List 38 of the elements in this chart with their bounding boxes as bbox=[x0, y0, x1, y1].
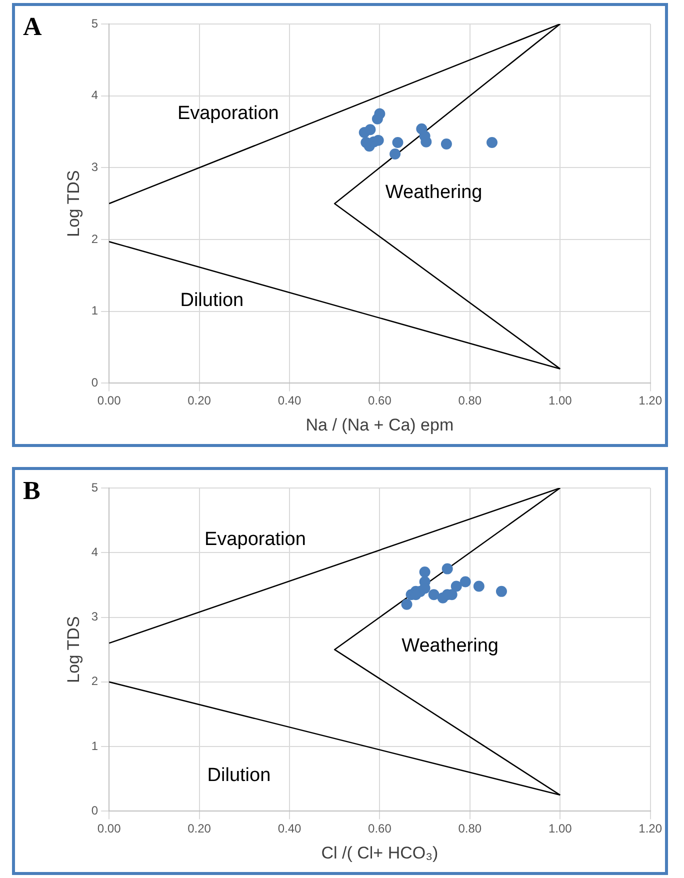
y-axis-title: Log TDS bbox=[64, 616, 83, 683]
x-tick-label: 0.80 bbox=[458, 394, 482, 408]
y-tick-label: 2 bbox=[91, 232, 98, 246]
chart-title: B bbox=[23, 476, 40, 506]
x-tick-label: 0.60 bbox=[368, 394, 392, 408]
x-tick-label: 0.60 bbox=[368, 822, 392, 836]
annotation: Dilution bbox=[207, 764, 271, 786]
y-axis-title: Log TDS bbox=[64, 170, 83, 237]
x-axis-title: Na / (Na + Ca) epm bbox=[306, 415, 454, 434]
annotation: Weathering bbox=[385, 182, 482, 204]
x-tick-label: 0.00 bbox=[97, 394, 122, 408]
x-tick-label: 0.80 bbox=[458, 822, 482, 836]
annotation: Weathering bbox=[402, 636, 498, 657]
x-axis-title: Cl /( Cl+ HCO₃) bbox=[321, 843, 438, 862]
y-tick-label: 2 bbox=[91, 674, 98, 688]
x-tick-label: 1.00 bbox=[548, 822, 572, 836]
y-tick-label: 0 bbox=[91, 376, 98, 390]
y-tick-label: 4 bbox=[91, 88, 98, 102]
annotation: Evaporation bbox=[177, 103, 279, 124]
x-tick-label: 1.00 bbox=[548, 394, 572, 408]
y-tick-label: 3 bbox=[91, 160, 98, 174]
y-tick-label: 3 bbox=[91, 610, 98, 624]
annotation: Dilution bbox=[180, 290, 244, 311]
x-tick-label: 0.40 bbox=[278, 822, 302, 836]
y-tick-label: 0 bbox=[91, 804, 98, 818]
chart-title: A bbox=[23, 12, 42, 42]
y-tick-label: 5 bbox=[91, 16, 98, 30]
x-tick-label: 0.00 bbox=[97, 822, 122, 836]
y-tick-label: 5 bbox=[91, 480, 98, 494]
x-tick-label: 1.20 bbox=[638, 822, 662, 836]
y-tick-label: 1 bbox=[91, 304, 98, 318]
x-tick-label: 1.20 bbox=[638, 394, 662, 408]
y-tick-label: 4 bbox=[91, 544, 98, 559]
x-tick-label: 0.40 bbox=[278, 394, 302, 408]
x-tick-label: 0.20 bbox=[188, 822, 212, 836]
x-tick-label: 0.20 bbox=[188, 394, 212, 408]
annotation: Evaporation bbox=[204, 528, 306, 550]
y-tick-label: 1 bbox=[91, 738, 98, 753]
